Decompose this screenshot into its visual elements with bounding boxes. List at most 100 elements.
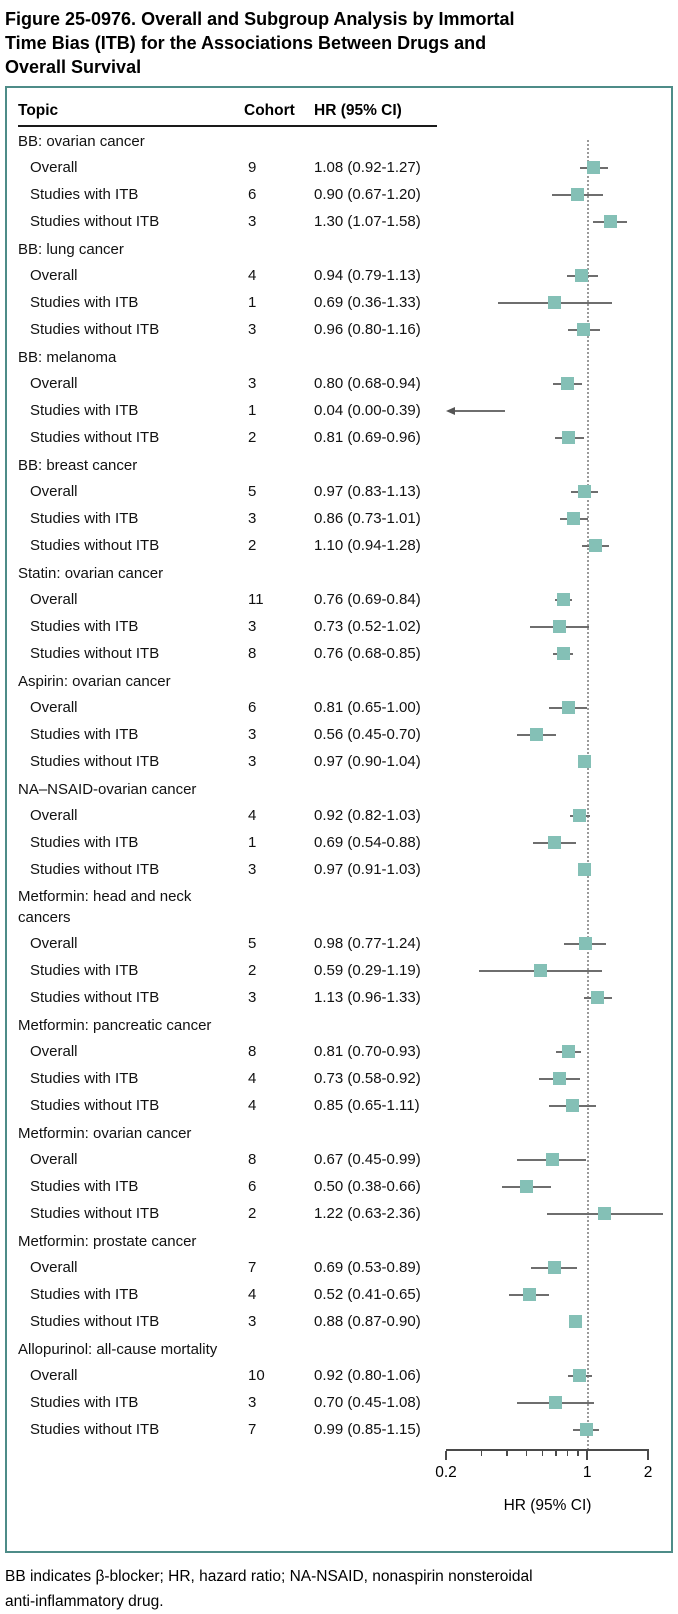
table-row: Studies without ITB 3 0.97 (0.91-1.03) [7,856,671,883]
forest-rows: BB: ovarian cancer Overall 9 1.08 (0.92-1.2… [7,127,671,1450]
table-row: Studies with ITB 1 0.69 (0.54-0.88) [7,829,671,856]
row-label: Overall [30,591,78,608]
plot-cell [446,930,671,957]
table-row: Studies with ITB 3 0.56 (0.45-0.70) [7,721,671,748]
cohort-value: 3 [248,213,257,230]
hr-ci-value: 0.92 (0.80-1.06) [314,1367,421,1384]
hr-marker [566,1099,580,1112]
hr-ci-value: 0.76 (0.68-0.85) [314,645,421,662]
table-row: Studies with ITB 1 0.69 (0.36-1.33) [7,289,671,316]
cohort-value: 2 [248,1205,257,1222]
table-row: Studies without ITB 7 0.99 (0.85-1.15) [7,1416,671,1443]
section-header-row: Allopurinol: all-cause mortality [7,1335,671,1362]
table-row: Studies without ITB 4 0.85 (0.65-1.11) [7,1092,671,1119]
hr-ci-value: 0.56 (0.45-0.70) [314,726,421,743]
hr-ci-value: 0.97 (0.91-1.03) [314,861,421,878]
plot-cell [446,613,671,640]
section-topic: NA–NSAID-ovarian cancer [18,780,197,798]
plot-cell [446,1038,671,1065]
row-label: Studies without ITB [30,1313,160,1330]
plot-cell [446,1335,671,1362]
section-header-row: Metformin: pancreatic cancer [7,1011,671,1038]
row-label: Studies with ITB [30,726,139,743]
row-label: Studies with ITB [30,510,139,527]
row-label: Studies with ITB [30,402,139,419]
plot-cell [446,586,671,613]
plot-cell [446,802,671,829]
plot-cell [446,424,671,451]
cohort-value: 5 [248,935,257,952]
reference-line [587,140,590,1450]
plot-cell [446,154,671,181]
hr-ci-value: 0.81 (0.70-0.93) [314,1043,421,1060]
axis-tick [577,1451,579,1456]
row-label: Overall [30,699,78,716]
cohort-value: 3 [248,861,257,878]
hr-marker [519,1180,533,1193]
table-row: Overall 6 0.81 (0.65-1.00) [7,694,671,721]
figure-footnote: BB indicates β-blocker; HR, hazard ratio… [5,1564,673,1614]
hr-ci-value: 0.76 (0.69-0.84) [314,591,421,608]
cohort-value: 3 [248,375,257,392]
cohort-value: 2 [248,429,257,446]
table-row: Overall 7 0.69 (0.53-0.89) [7,1254,671,1281]
hr-ci-value: 1.22 (0.63-2.36) [314,1205,421,1222]
section-topic: BB: lung cancer [18,240,124,258]
hr-marker [589,539,603,552]
row-label: Studies without ITB [30,537,160,554]
row-label: Studies without ITB [30,213,160,230]
hr-ci-value: 0.73 (0.58-0.92) [314,1070,421,1087]
table-row: Studies without ITB 3 0.88 (0.87-0.90) [7,1308,671,1335]
cohort-value: 3 [248,618,257,635]
axis-tick [506,1451,508,1456]
row-label: Overall [30,1367,78,1384]
section-header-row: BB: melanoma [7,343,671,370]
row-label: Studies with ITB [30,294,139,311]
plot-cell [446,1362,671,1389]
cohort-value: 2 [248,537,257,554]
cohort-value: 6 [248,1178,257,1195]
row-label: Studies with ITB [30,962,139,979]
section-header-row: Metformin: prostate cancer [7,1227,671,1254]
cohort-value: 7 [248,1259,257,1276]
hr-ci-value: 0.70 (0.45-1.08) [314,1394,421,1411]
hr-ci-value: 0.94 (0.79-1.13) [314,267,421,284]
hr-ci-value: 1.08 (0.92-1.27) [314,159,421,176]
table-row: Overall 5 0.97 (0.83-1.13) [7,478,671,505]
plot-cell [446,397,671,424]
hr-marker [553,1072,567,1085]
hr-marker [575,269,589,282]
hr-ci-value: 0.80 (0.68-0.94) [314,375,421,392]
plot-cell [446,748,671,775]
hr-marker [578,485,592,498]
cohort-value: 2 [248,962,257,979]
cohort-value: 1 [248,402,257,419]
hr-ci-value: 0.69 (0.53-0.89) [314,1259,421,1276]
axis-tick [647,1451,649,1460]
table-row: Studies without ITB 2 1.22 (0.63-2.36) [7,1200,671,1227]
plot-cell [446,451,671,478]
offscale-ci-line [453,409,505,412]
hr-ci-value: 0.90 (0.67-1.20) [314,186,421,203]
hr-marker [569,1315,583,1328]
row-label: Studies with ITB [30,618,139,635]
cohort-value: 3 [248,1394,257,1411]
row-label: Studies with ITB [30,834,139,851]
cohort-value: 7 [248,1421,257,1438]
plot-cell [446,667,671,694]
plot-cell [446,262,671,289]
hr-ci-value: 0.88 (0.87-0.90) [314,1313,421,1330]
row-label: Studies with ITB [30,186,139,203]
section-header-row: BB: ovarian cancer [7,127,671,154]
hr-marker [578,937,592,950]
plot-cell [446,235,671,262]
figure-title: Figure 25-0976. Overall and Subgroup Ana… [0,0,678,84]
plot-cell [446,370,671,397]
section-topic: BB: ovarian cancer [18,132,145,150]
row-label: Studies without ITB [30,645,160,662]
table-row: Overall 5 0.98 (0.77-1.24) [7,930,671,957]
section-topic: Statin: ovarian cancer [18,564,164,582]
plot-cell [446,208,671,235]
hr-ci-value: 0.69 (0.54-0.88) [314,834,421,851]
hr-marker [587,161,601,174]
